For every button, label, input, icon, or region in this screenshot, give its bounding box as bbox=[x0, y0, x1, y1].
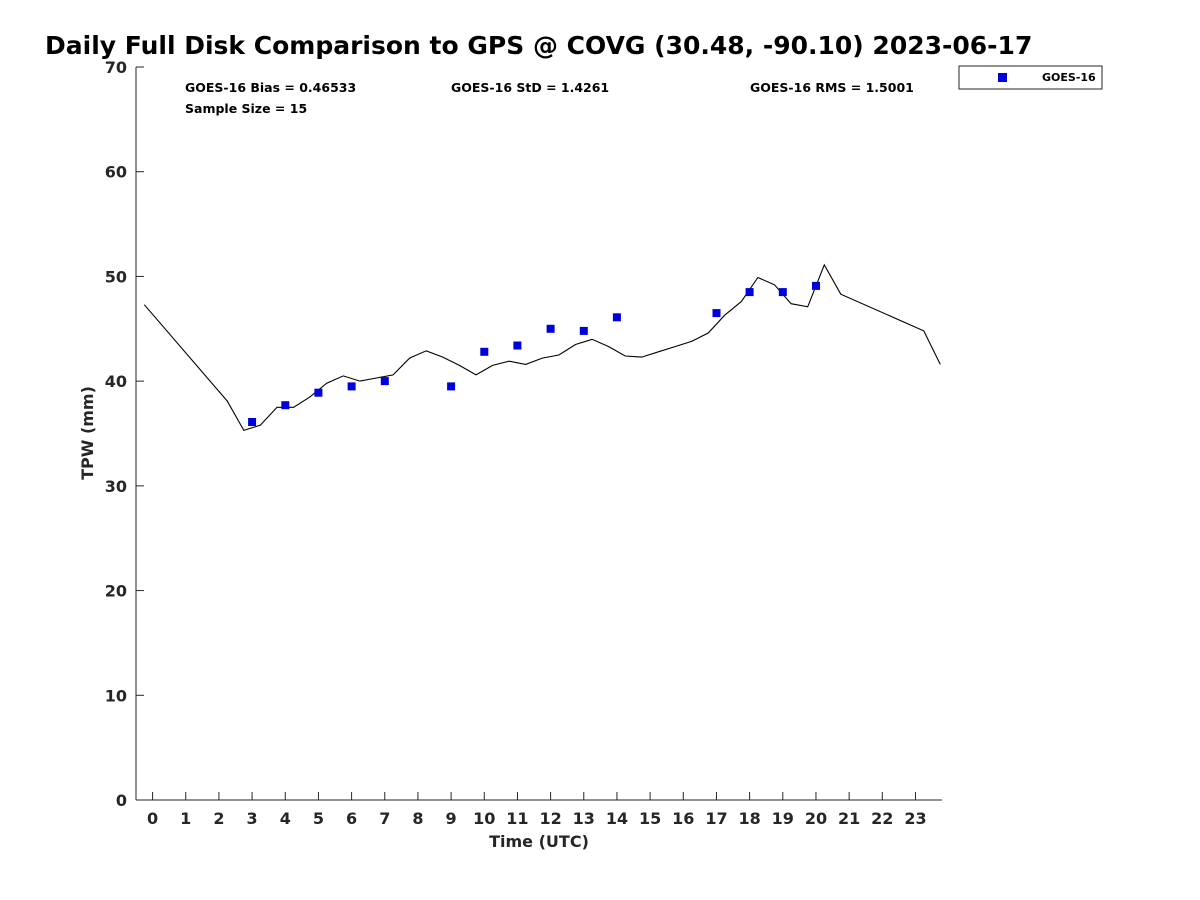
x-axis-label: Time (UTC) bbox=[489, 832, 589, 851]
x-tick-label: 16 bbox=[672, 809, 694, 828]
x-tick-label: 14 bbox=[606, 809, 628, 828]
x-ticks: 0 1 2 3 4 5 6 7 8 9 10 11 12 13 14 15 16 17 18 19 20 21 22 23 bbox=[147, 792, 927, 828]
stat-sample-size: Sample Size = 15 bbox=[185, 101, 307, 116]
x-tick-label: 13 bbox=[573, 809, 595, 828]
x-tick-label: 20 bbox=[805, 809, 827, 828]
x-tick-label: 22 bbox=[871, 809, 893, 828]
scatter-point bbox=[281, 401, 290, 410]
legend: GOES-16 bbox=[958, 65, 1103, 90]
scatter-point bbox=[248, 418, 257, 426]
legend-marker-goes16 bbox=[998, 73, 1007, 82]
x-tick-label: 1 bbox=[180, 809, 191, 828]
stat-std: GOES-16 StD = 1.4261 bbox=[451, 80, 609, 95]
y-tick-label: 0 bbox=[116, 791, 127, 810]
x-tick-label: 5 bbox=[313, 809, 324, 828]
x-tick-label: 11 bbox=[506, 809, 528, 828]
chart-title: Daily Full Disk Comparison to GPS @ COVG… bbox=[45, 31, 1032, 60]
x-tick-label: 2 bbox=[213, 809, 224, 828]
scatter-point bbox=[812, 281, 820, 290]
plot-marks bbox=[143, 263, 941, 432]
series-line bbox=[143, 263, 941, 432]
scatter-point bbox=[612, 313, 621, 322]
y-tick-label: 70 bbox=[105, 58, 127, 77]
stat-rms: GOES-16 RMS = 1.5001 bbox=[750, 80, 914, 95]
scatter-point bbox=[347, 382, 356, 391]
y-axis-label: TPW (mm) bbox=[78, 386, 97, 480]
x-tick-label: 8 bbox=[412, 809, 423, 828]
y-tick-label: 30 bbox=[105, 477, 127, 496]
x-tick-label: 21 bbox=[838, 809, 860, 828]
x-tick-label: 9 bbox=[446, 809, 457, 828]
scatter-point bbox=[314, 388, 323, 397]
axes bbox=[135, 67, 942, 801]
y-tick-label: 50 bbox=[105, 267, 127, 286]
x-tick-label: 15 bbox=[639, 809, 661, 828]
legend-box bbox=[958, 65, 1103, 90]
x-tick-label: 17 bbox=[705, 809, 727, 828]
x-tick-label: 6 bbox=[346, 809, 357, 828]
x-tick-label: 0 bbox=[147, 809, 158, 828]
y-ticks: 0 10 20 30 40 50 60 70 bbox=[105, 58, 144, 810]
scatter-point bbox=[513, 341, 522, 350]
x-tick-label: 4 bbox=[280, 809, 291, 828]
scatter-point bbox=[480, 347, 489, 356]
scatter-point bbox=[712, 309, 721, 318]
y-tick-label: 60 bbox=[105, 163, 127, 182]
x-tick-label: 23 bbox=[904, 809, 926, 828]
legend-label-goes16: GOES-16 bbox=[1042, 71, 1096, 84]
x-tick-label: 19 bbox=[772, 809, 794, 828]
scatter-point bbox=[579, 326, 588, 335]
scatter-point bbox=[745, 288, 754, 297]
x-tick-label: 10 bbox=[473, 809, 495, 828]
y-tick-label: 20 bbox=[105, 582, 127, 601]
scatter-point bbox=[546, 324, 555, 333]
scatter-point bbox=[380, 377, 389, 386]
scatter-point bbox=[778, 288, 787, 297]
y-tick-label: 40 bbox=[105, 372, 127, 391]
x-tick-label: 7 bbox=[379, 809, 390, 828]
x-tick-label: 3 bbox=[247, 809, 258, 828]
y-tick-label: 10 bbox=[105, 686, 127, 705]
scatter-point bbox=[447, 382, 456, 391]
stat-bias: GOES-16 Bias = 0.46533 bbox=[185, 80, 356, 95]
x-tick-label: 18 bbox=[738, 809, 760, 828]
x-tick-label: 12 bbox=[539, 809, 561, 828]
